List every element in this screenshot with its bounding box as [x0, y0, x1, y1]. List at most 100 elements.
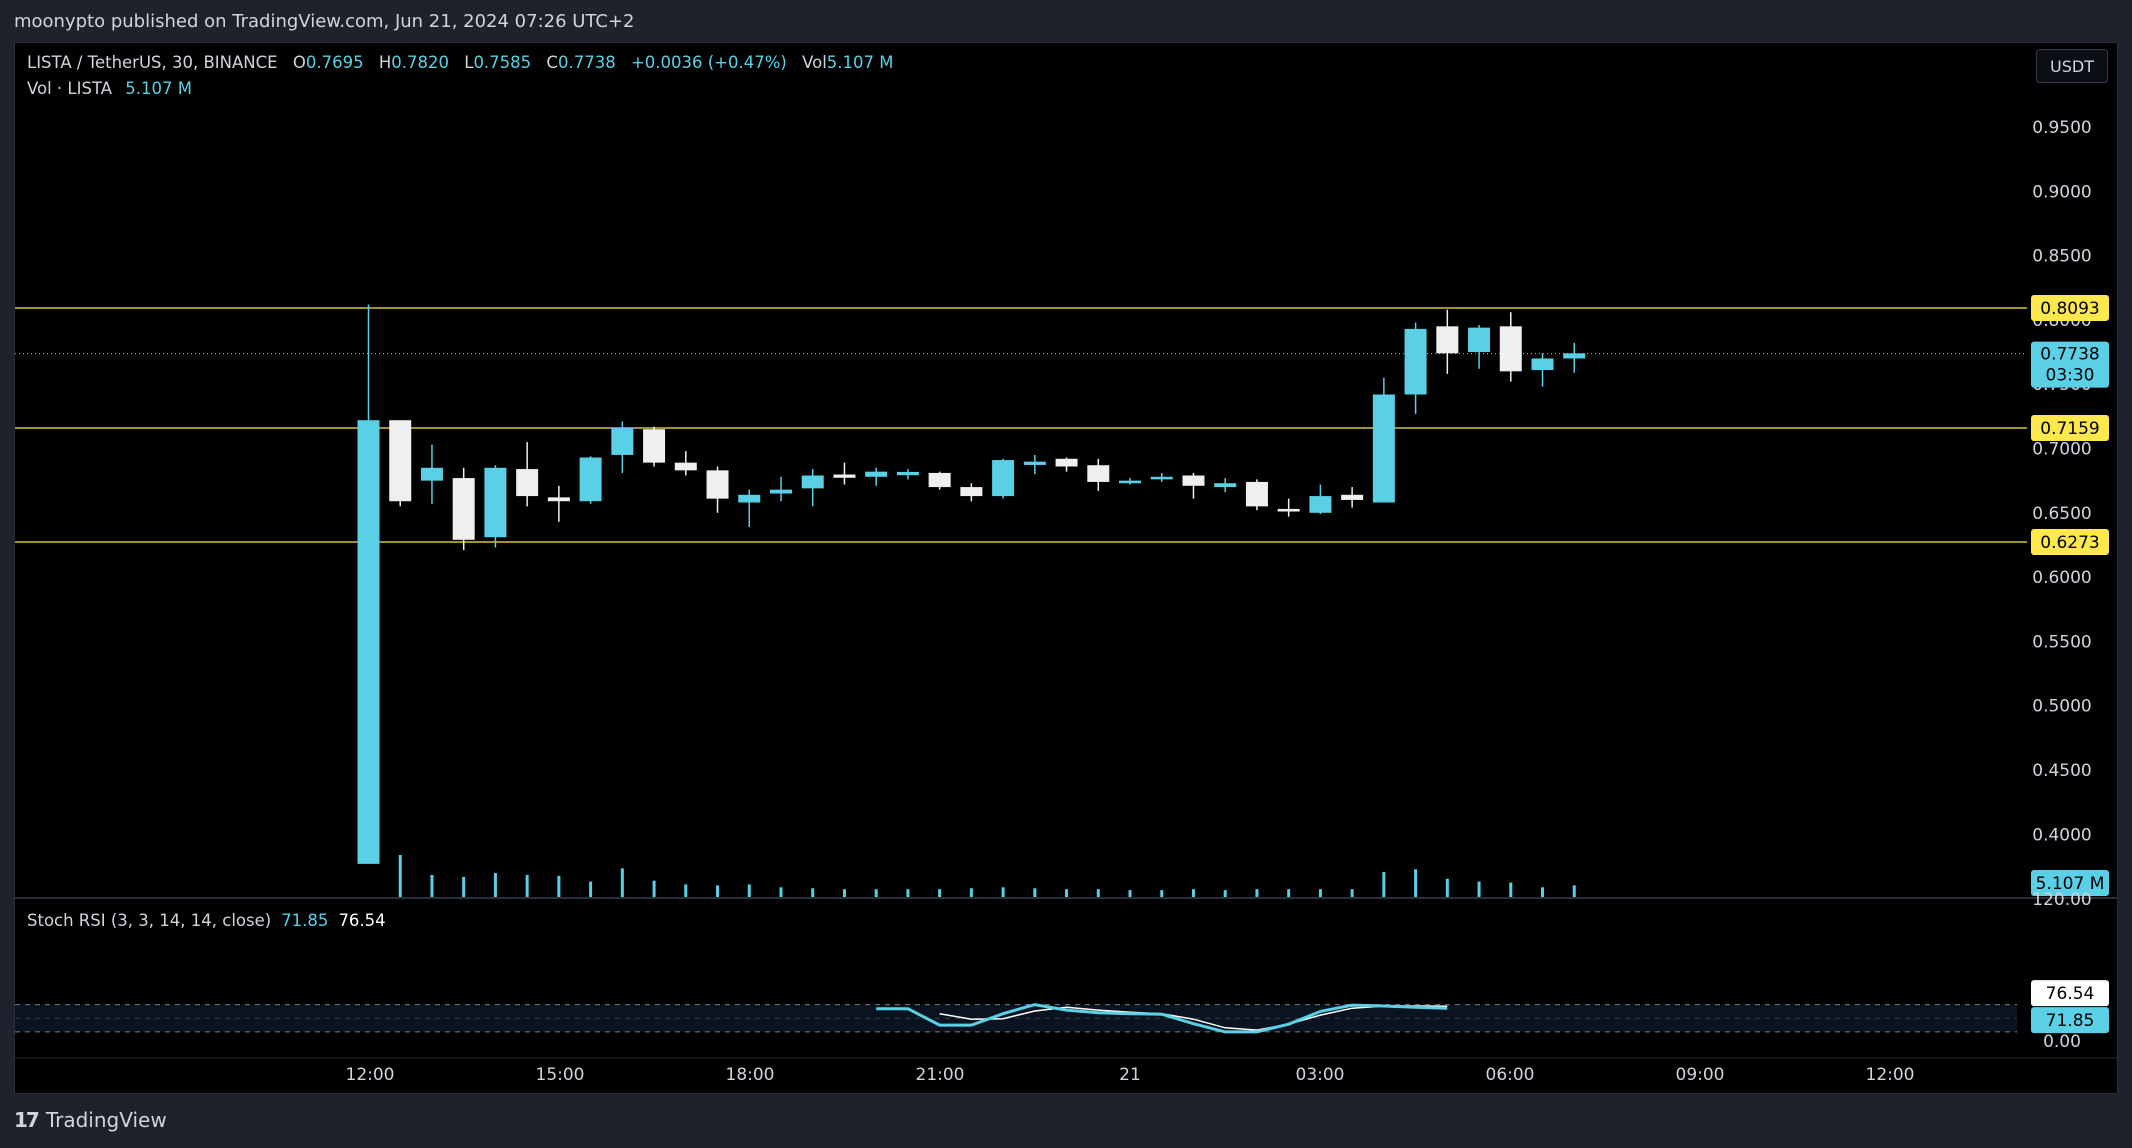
close-value: 0.7738: [557, 53, 616, 72]
stoch-axis-tick: 120.00: [2032, 890, 2091, 910]
volume-bar: [1477, 881, 1481, 897]
stoch-d-badge: [2031, 980, 2109, 1007]
symbol-legend[interactable]: LISTA / TetherUS, 30, BINANCE O0.7695 H0…: [27, 53, 904, 72]
price-tick: 0.9000: [2032, 182, 2091, 202]
volume-bar: [1160, 890, 1164, 897]
publish-info: moonypto published on TradingView.com, J…: [14, 11, 635, 32]
price-tick: 0.5000: [2032, 697, 2091, 717]
volume-bar: [1541, 887, 1545, 897]
time-tick: 03:00: [1296, 1065, 1345, 1085]
time-tick: 12:00: [1866, 1065, 1915, 1085]
candle-body: [1023, 461, 1046, 465]
candle-body: [357, 420, 380, 864]
candle-body: [484, 467, 507, 538]
volume-badge-label: 5.107 M: [2036, 874, 2105, 894]
volume-bar: [1318, 889, 1322, 897]
volume-bar: [716, 885, 720, 897]
candle-body: [992, 460, 1015, 497]
volume-bar: [1572, 885, 1576, 897]
open-label: O: [292, 53, 306, 72]
volume-bar: [620, 868, 624, 897]
stoch-axis-tick: 0.00: [2043, 1032, 2081, 1052]
candle-body: [928, 472, 951, 488]
symbol-name[interactable]: LISTA / TetherUS, 30, BINANCE: [27, 53, 278, 72]
volume-bar: [430, 874, 434, 897]
time-tick: 21: [1119, 1065, 1141, 1085]
time-tick: 18:00: [726, 1065, 775, 1085]
candle-body: [960, 487, 983, 497]
volume-bar: [1382, 872, 1386, 897]
volume-bar: [652, 880, 656, 897]
volume-bar: [493, 873, 497, 897]
vol-label: Vol: [802, 53, 827, 72]
candle-body: [547, 497, 570, 502]
volume-bar: [874, 889, 878, 897]
candle-body: [769, 489, 792, 494]
candle-body: [896, 471, 919, 476]
price-tick: 0.6500: [2032, 504, 2091, 524]
price-tick: 0.6000: [2032, 568, 2091, 588]
volume-bar: [1191, 889, 1195, 897]
volume-bar: [811, 888, 815, 897]
candle-body: [452, 478, 475, 540]
volume-bar: [1255, 889, 1259, 897]
volume-bar: [842, 889, 846, 897]
volume-bar: [462, 876, 466, 897]
price-tick: 0.4000: [2032, 825, 2091, 845]
candle-body: [1277, 508, 1300, 512]
candle-body: [1341, 494, 1364, 500]
candle-body: [833, 474, 856, 478]
open-value: 0.7695: [305, 53, 364, 72]
volume-value: 5.107 M: [125, 79, 193, 98]
change-value: +0.0036 (+0.47%): [630, 53, 787, 72]
volume-bar: [1414, 869, 1418, 897]
volume-bar: [525, 874, 529, 897]
candle-body: [1245, 481, 1268, 507]
candle-body: [674, 462, 697, 471]
currency-button[interactable]: USDT: [2036, 49, 2108, 83]
candle-body: [1087, 465, 1110, 482]
volume-bar: [557, 875, 561, 897]
price-tick: 0.5500: [2032, 632, 2091, 652]
volume-bar: [938, 889, 942, 897]
volume-bar: [779, 887, 783, 897]
volume-bar: [1223, 890, 1227, 897]
last-price-label: 0.7738: [2040, 345, 2099, 365]
price-tick: 0.7000: [2032, 440, 2091, 460]
time-tick: 12:00: [346, 1065, 395, 1085]
time-tick: 06:00: [1486, 1065, 1535, 1085]
brand-name: TradingView: [45, 1108, 167, 1132]
volume-bar: [1128, 890, 1132, 897]
candle-body: [801, 475, 824, 489]
volume-bar: [747, 884, 751, 897]
candle-body: [706, 470, 729, 499]
price-tick: 0.9500: [2032, 118, 2091, 138]
candle-body: [611, 427, 634, 455]
candle-body: [738, 494, 761, 503]
candle-body: [1055, 458, 1078, 467]
price-level-label: 0.7159: [2040, 419, 2099, 439]
tradingview-logo-icon: 17: [14, 1108, 40, 1132]
candle-body: [1182, 475, 1205, 486]
time-tick: 15:00: [536, 1065, 585, 1085]
volume-bar: [1065, 889, 1069, 897]
volume-bar: [1287, 889, 1291, 897]
stoch-rsi-legend[interactable]: Stoch RSI (3, 3, 14, 14, close) 71.85 76.5…: [27, 911, 386, 930]
vol-value: 5.107 M: [826, 53, 894, 72]
volume-bar: [1033, 888, 1037, 897]
price-level-label: 0.6273: [2040, 533, 2099, 553]
candle-body: [1404, 328, 1427, 395]
price-level-badge: [2031, 415, 2109, 442]
price-level-badge: [2031, 528, 2109, 555]
stoch-k-badge-label: 71.85: [2046, 1011, 2095, 1031]
stoch-d-badge-label: 76.54: [2046, 984, 2095, 1004]
close-label: C: [546, 53, 558, 72]
candle-body: [865, 471, 888, 477]
volume-bar: [398, 855, 402, 897]
volume-bar: [684, 884, 688, 897]
volume-legend[interactable]: Vol · LISTA 5.107 M: [27, 79, 192, 98]
volume-bar: [1001, 887, 1005, 897]
tradingview-logo[interactable]: 17 TradingView: [14, 1108, 167, 1132]
candle-body: [1436, 326, 1459, 354]
